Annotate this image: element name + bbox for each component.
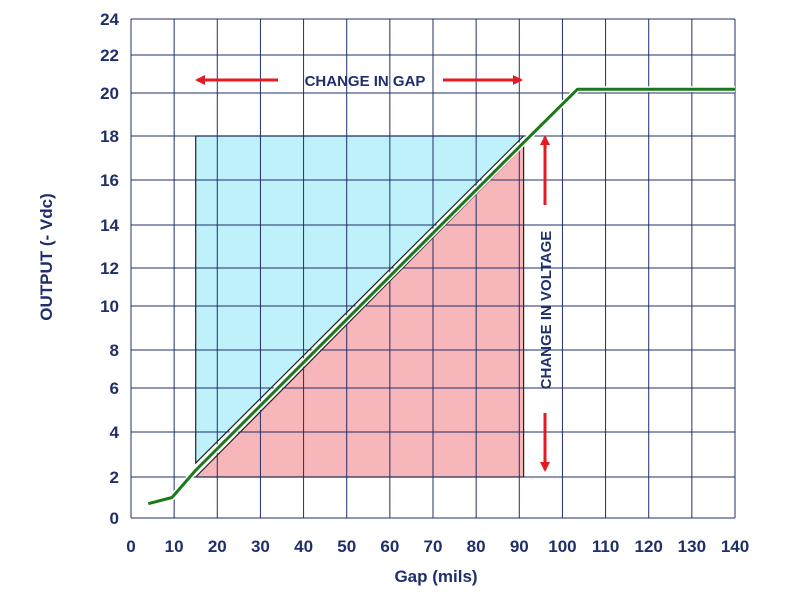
- y-tick-label: 24: [100, 10, 119, 29]
- y-tick-label: 2: [110, 468, 119, 487]
- x-tick-label: 80: [467, 537, 486, 556]
- y-tick-label: 8: [110, 341, 119, 360]
- x-tick-label: 10: [165, 537, 184, 556]
- x-tick-label: 90: [510, 537, 529, 556]
- y-tick-label: 12: [100, 259, 119, 278]
- grid: [130, 18, 736, 519]
- x-tick-label: 30: [251, 537, 270, 556]
- series: [147, 86, 735, 507]
- y-tick-label: 6: [110, 379, 119, 398]
- y-tick-label: 4: [110, 423, 120, 442]
- x-tick-label: 20: [208, 537, 227, 556]
- x-tick-label: 100: [548, 537, 576, 556]
- x-tick-label: 120: [635, 537, 663, 556]
- annotations: CHANGE IN GAP CHANGE IN VOLTAGE: [195, 73, 555, 472]
- y-tick-label: 14: [100, 216, 119, 235]
- y-tick-label: 18: [100, 127, 119, 146]
- x-tick-label: 140: [721, 537, 749, 556]
- x-tick-label: 0: [126, 537, 135, 556]
- x-tick-label: 130: [678, 537, 706, 556]
- y-tick-label: 0: [110, 509, 119, 528]
- y-tick-label: 20: [100, 84, 119, 103]
- y-axis-title: OUTPUT (- Vdc): [37, 193, 56, 321]
- change-in-voltage-label: CHANGE IN VOLTAGE: [538, 231, 555, 390]
- y-tick-label: 16: [100, 171, 119, 190]
- tick-labels: 0 10 20 30 40 50 60 70 80 90 100 110 120 130 140024681…: [100, 10, 749, 556]
- series-line-output: [147, 87, 735, 506]
- y-tick-label: 10: [100, 297, 119, 316]
- x-tick-label: 70: [424, 537, 443, 556]
- y-tick-label: 22: [100, 46, 119, 65]
- change-in-gap-label: CHANGE IN GAP: [305, 73, 426, 90]
- x-tick-label: 60: [380, 537, 399, 556]
- x-axis-title: Gap (mils): [394, 567, 477, 586]
- x-tick-label: 40: [294, 537, 313, 556]
- x-tick-label: 50: [337, 537, 356, 556]
- x-tick-label: 110: [592, 537, 619, 556]
